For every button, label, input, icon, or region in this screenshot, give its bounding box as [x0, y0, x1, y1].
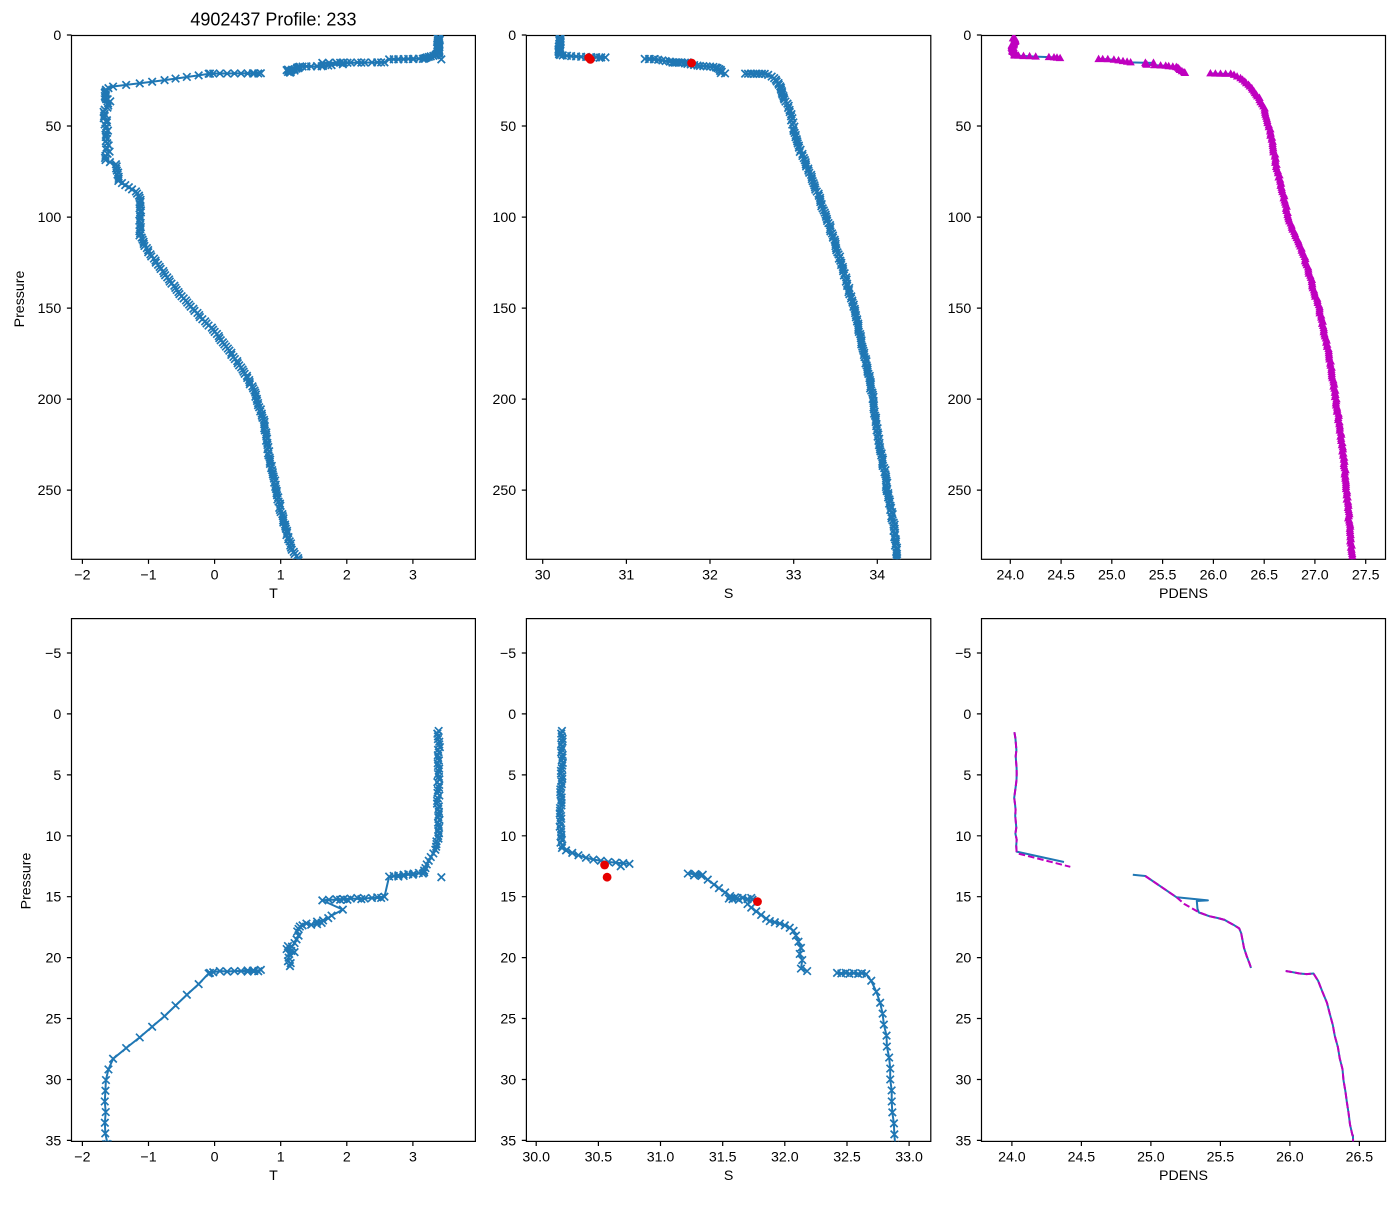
svg-text:2: 2: [343, 1150, 351, 1166]
svg-text:32.5: 32.5: [833, 1150, 861, 1166]
svg-text:250: 250: [38, 483, 62, 499]
svg-text:0: 0: [508, 707, 516, 723]
svg-text:250: 250: [948, 483, 972, 499]
svg-text:50: 50: [500, 119, 516, 135]
svg-text:150: 150: [948, 301, 972, 317]
svg-text:27.0: 27.0: [1301, 568, 1329, 584]
svg-text:PDENS: PDENS: [1159, 586, 1208, 602]
svg-text:10: 10: [956, 829, 972, 845]
svg-text:0: 0: [211, 1150, 219, 1166]
svg-text:5: 5: [963, 768, 971, 784]
svg-text:31.0: 31.0: [647, 1150, 675, 1166]
svg-text:25: 25: [500, 1012, 516, 1028]
svg-text:50: 50: [46, 119, 62, 135]
svg-text:10: 10: [46, 829, 62, 845]
svg-text:27.5: 27.5: [1352, 568, 1380, 584]
svg-text:0: 0: [963, 28, 971, 44]
svg-text:S: S: [724, 586, 733, 602]
svg-text:0: 0: [53, 707, 61, 723]
svg-text:3: 3: [409, 568, 417, 584]
svg-text:−2: −2: [74, 568, 90, 584]
svg-text:31: 31: [619, 568, 635, 584]
svg-text:−5: −5: [955, 646, 971, 662]
svg-text:0: 0: [508, 28, 516, 44]
svg-text:−5: −5: [45, 646, 61, 662]
svg-text:−1: −1: [140, 568, 156, 584]
svg-text:4902437 Profile: 233: 4902437 Profile: 233: [190, 10, 356, 30]
svg-text:35: 35: [956, 1133, 972, 1149]
svg-text:25.0: 25.0: [1137, 1150, 1165, 1166]
svg-text:26.0: 26.0: [1276, 1150, 1304, 1166]
svg-text:33.0: 33.0: [895, 1150, 923, 1166]
svg-text:30.0: 30.0: [522, 1150, 550, 1166]
svg-text:−2: −2: [74, 1150, 90, 1166]
svg-text:−1: −1: [140, 1150, 156, 1166]
svg-text:T: T: [269, 1168, 278, 1184]
svg-text:30.5: 30.5: [585, 1150, 613, 1166]
svg-text:25.5: 25.5: [1149, 568, 1177, 584]
svg-text:24.0: 24.0: [998, 1150, 1026, 1166]
svg-text:10: 10: [500, 829, 516, 845]
svg-text:3: 3: [409, 1150, 417, 1166]
svg-text:150: 150: [38, 301, 62, 317]
svg-text:PDENS: PDENS: [1159, 1168, 1208, 1184]
svg-text:24.0: 24.0: [996, 568, 1024, 584]
svg-text:T: T: [269, 586, 278, 602]
svg-text:32.0: 32.0: [771, 1150, 799, 1166]
svg-text:24.5: 24.5: [1047, 568, 1075, 584]
svg-text:1: 1: [277, 568, 285, 584]
svg-text:25.0: 25.0: [1098, 568, 1126, 584]
svg-text:30: 30: [500, 1073, 516, 1089]
svg-text:200: 200: [493, 392, 517, 408]
svg-text:Pressure: Pressure: [12, 271, 28, 328]
svg-text:5: 5: [53, 768, 61, 784]
svg-text:S: S: [724, 1168, 733, 1184]
svg-text:26.5: 26.5: [1346, 1150, 1374, 1166]
svg-text:150: 150: [493, 301, 517, 317]
svg-text:35: 35: [500, 1133, 516, 1149]
svg-text:250: 250: [493, 483, 517, 499]
svg-text:25.5: 25.5: [1207, 1150, 1235, 1166]
svg-text:30: 30: [46, 1073, 62, 1089]
svg-text:200: 200: [948, 392, 972, 408]
svg-text:15: 15: [46, 890, 62, 906]
svg-text:25: 25: [46, 1012, 62, 1028]
svg-text:100: 100: [493, 210, 517, 226]
svg-text:34: 34: [869, 568, 885, 584]
svg-text:50: 50: [956, 119, 972, 135]
svg-text:200: 200: [38, 392, 62, 408]
svg-text:100: 100: [948, 210, 972, 226]
svg-text:15: 15: [956, 890, 972, 906]
svg-text:20: 20: [46, 951, 62, 967]
svg-text:20: 20: [500, 951, 516, 967]
svg-text:Pressure: Pressure: [19, 853, 35, 910]
svg-text:0: 0: [963, 707, 971, 723]
svg-text:0: 0: [53, 28, 61, 44]
svg-text:33: 33: [786, 568, 802, 584]
svg-text:2: 2: [343, 568, 351, 584]
svg-text:30: 30: [956, 1073, 972, 1089]
svg-text:30: 30: [535, 568, 551, 584]
svg-text:5: 5: [508, 768, 516, 784]
svg-text:1: 1: [277, 1150, 285, 1166]
svg-text:15: 15: [500, 890, 516, 906]
svg-text:25: 25: [956, 1012, 972, 1028]
svg-text:32: 32: [702, 568, 718, 584]
svg-text:−5: −5: [500, 646, 516, 662]
svg-text:26.5: 26.5: [1250, 568, 1278, 584]
svg-text:0: 0: [211, 568, 219, 584]
svg-text:100: 100: [38, 210, 62, 226]
svg-text:31.5: 31.5: [709, 1150, 737, 1166]
svg-text:24.5: 24.5: [1068, 1150, 1096, 1166]
svg-text:35: 35: [46, 1133, 62, 1149]
svg-text:26.0: 26.0: [1200, 568, 1228, 584]
svg-text:20: 20: [956, 951, 972, 967]
